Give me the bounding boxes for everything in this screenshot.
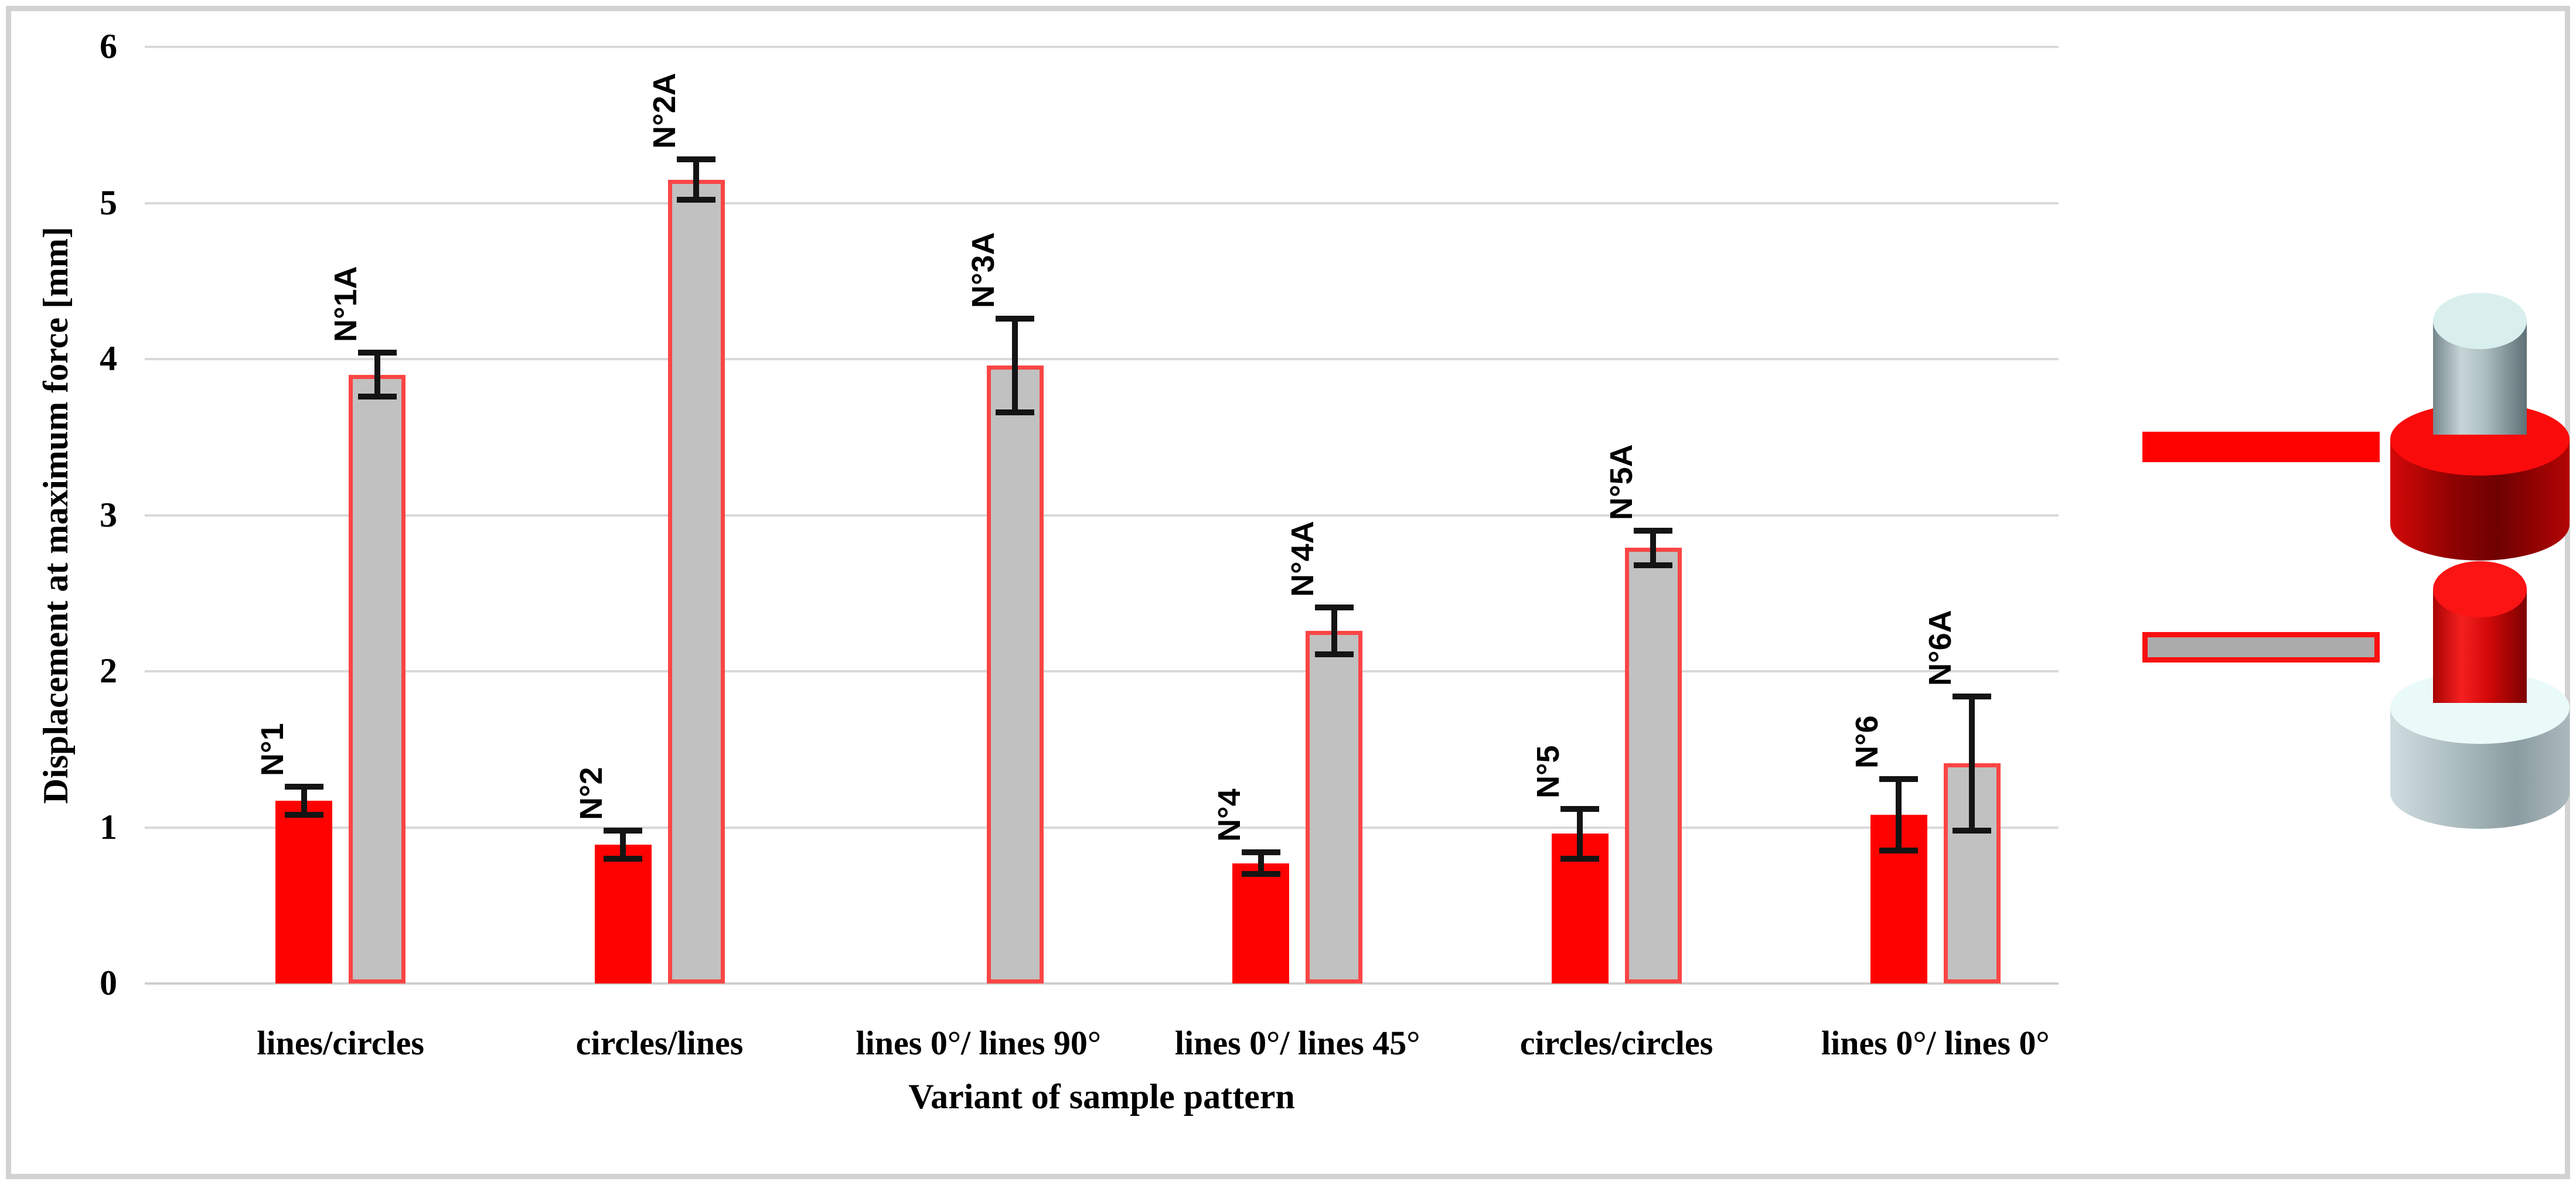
error-bar-red-4 — [1258, 852, 1264, 875]
x-category-label-3: lines 0°/ lines 90° — [856, 1024, 1102, 1062]
bar-gray-2 — [667, 179, 725, 983]
y-tick-label-2: 2 — [100, 651, 117, 690]
error-bar-red-1 — [301, 787, 307, 815]
error-cap-bottom-red-2 — [604, 855, 642, 862]
error-cap-bottom-gray-3 — [996, 409, 1035, 415]
error-cap-bottom-gray-5 — [1634, 562, 1672, 568]
error-bar-gray-2 — [693, 159, 699, 200]
gray-cylinder-with-red-pin-icon — [2390, 561, 2570, 829]
bar-point-label-gray-3: N°3A — [966, 232, 1001, 308]
x-category-label-1: lines/circles — [257, 1024, 424, 1062]
error-cap-bottom-gray-2 — [677, 197, 715, 203]
error-cap-bottom-red-5 — [1560, 855, 1599, 862]
bar-point-label-red-6: N°6 — [1849, 715, 1885, 769]
red-cylinder-with-gray-pin-icon — [2390, 293, 2570, 561]
error-cap-top-gray-4 — [1314, 604, 1354, 610]
gridline-y2 — [145, 670, 2059, 672]
error-bar-red-5 — [1577, 808, 1583, 859]
bar-gray-3 — [986, 365, 1044, 983]
error-cap-top-gray-3 — [996, 315, 1035, 322]
gridline-y1 — [145, 826, 2059, 829]
legend-swatch-red-series — [2142, 432, 2380, 462]
bar-point-label-red-2: N°2 — [574, 767, 609, 820]
error-cap-top-red-1 — [284, 784, 323, 790]
bar-red-4 — [1232, 863, 1290, 983]
error-cap-top-red-2 — [604, 827, 642, 834]
error-bar-gray-3 — [1012, 318, 1018, 412]
error-cap-top-red-6 — [1879, 776, 1919, 782]
error-bar-gray-4 — [1331, 607, 1337, 654]
y-tick-label-1: 1 — [100, 807, 117, 846]
bar-point-label-gray-1: N°1A — [328, 266, 363, 343]
error-cap-top-gray-1 — [357, 350, 397, 356]
error-cap-top-gray-6 — [1953, 693, 1992, 699]
y-tick-label-3: 3 — [100, 495, 117, 534]
error-cap-top-red-4 — [1241, 849, 1280, 856]
bar-point-label-red-1: N°1 — [254, 723, 290, 777]
y-tick-label-6: 6 — [100, 27, 117, 66]
legend-swatch-gray-series — [2142, 632, 2380, 662]
bar-point-label-red-4: N°4 — [1211, 788, 1247, 842]
error-cap-bottom-gray-4 — [1314, 651, 1354, 657]
bar-point-label-gray-2: N°2A — [647, 73, 682, 149]
bar-red-1 — [275, 801, 333, 983]
bar-point-label-gray-5: N°5A — [1604, 444, 1639, 521]
bar-point-label-gray-4: N°4A — [1284, 521, 1320, 597]
error-bar-gray-5 — [1650, 531, 1656, 565]
error-cap-bottom-gray-1 — [357, 393, 397, 399]
error-cap-bottom-gray-6 — [1953, 827, 1992, 834]
error-bar-red-6 — [1896, 778, 1902, 851]
x-axis-title: Variant of sample pattern — [908, 1077, 1295, 1116]
x-category-label-2: circles/lines — [575, 1024, 744, 1062]
error-cap-top-gray-2 — [677, 156, 715, 162]
error-bar-gray-6 — [1969, 696, 1975, 831]
error-cap-bottom-red-6 — [1879, 848, 1919, 854]
bar-gray-5 — [1624, 548, 1682, 983]
error-cap-top-red-5 — [1560, 805, 1599, 812]
bar-gray-4 — [1306, 630, 1363, 983]
bar-point-label-gray-6: N°6A — [1923, 610, 1958, 686]
gridline-y0 — [145, 982, 2059, 985]
bar-gray-1 — [349, 374, 406, 983]
y-tick-label-4: 4 — [100, 339, 117, 378]
x-category-label-6: lines 0°/ lines 0° — [1821, 1024, 2050, 1062]
error-cap-bottom-red-4 — [1241, 871, 1280, 877]
y-tick-label-5: 5 — [100, 183, 117, 222]
bar-red-2 — [594, 844, 652, 983]
y-tick-label-0: 0 — [100, 964, 117, 1002]
gridline-y4 — [145, 358, 2059, 360]
error-cap-bottom-red-1 — [284, 812, 323, 818]
gridline-y6 — [145, 46, 2059, 48]
gridline-y3 — [145, 514, 2059, 517]
gridline-y5 — [145, 202, 2059, 204]
error-bar-gray-1 — [374, 353, 380, 397]
error-cap-top-gray-5 — [1634, 528, 1672, 534]
bar-point-label-red-5: N°5 — [1531, 745, 1566, 798]
x-category-label-4: lines 0°/ lines 45° — [1174, 1024, 1420, 1062]
error-bar-red-2 — [620, 830, 626, 859]
x-category-label-5: circles/circles — [1519, 1024, 1713, 1062]
